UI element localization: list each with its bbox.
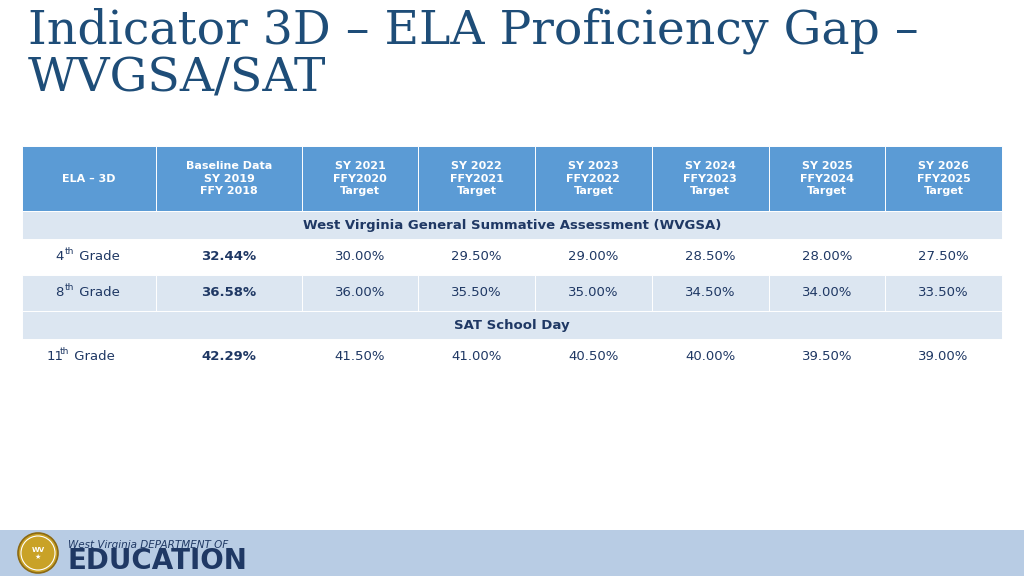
Text: WVGSA/SAT: WVGSA/SAT: [28, 56, 327, 101]
Bar: [22, 275, 157, 311]
Text: 35.00%: 35.00%: [568, 286, 618, 300]
Bar: [536, 275, 652, 311]
Text: 34.00%: 34.00%: [802, 286, 852, 300]
Text: West Virginia General Summative Assessment (WVGSA): West Virginia General Summative Assessme…: [303, 218, 721, 232]
Text: 36.58%: 36.58%: [202, 286, 257, 300]
Text: SAT School Day: SAT School Day: [455, 319, 569, 332]
Text: 39.50%: 39.50%: [802, 351, 852, 363]
Bar: [886, 339, 1002, 375]
Bar: [419, 275, 536, 311]
Text: SY 2025
FFY2024
Target: SY 2025 FFY2024 Target: [800, 161, 854, 196]
Text: th: th: [60, 347, 70, 357]
Text: 41.00%: 41.00%: [452, 351, 502, 363]
Text: SY 2026
FFY2025
Target: SY 2026 FFY2025 Target: [916, 161, 971, 196]
Text: EDUCATION: EDUCATION: [68, 547, 248, 575]
Bar: [157, 339, 302, 375]
Text: 34.50%: 34.50%: [685, 286, 735, 300]
Text: 36.00%: 36.00%: [335, 286, 385, 300]
Text: Grade: Grade: [75, 251, 120, 263]
Bar: [769, 275, 886, 311]
Text: th: th: [65, 283, 74, 293]
Bar: [22, 146, 157, 211]
Text: 8: 8: [55, 286, 63, 300]
Text: Indicator 3D – ELA Proficiency Gap –: Indicator 3D – ELA Proficiency Gap –: [28, 8, 919, 55]
Text: 27.50%: 27.50%: [919, 251, 969, 263]
Text: 41.50%: 41.50%: [335, 351, 385, 363]
Text: Grade: Grade: [71, 351, 115, 363]
Bar: [536, 339, 652, 375]
Text: 39.00%: 39.00%: [919, 351, 969, 363]
Text: 40.50%: 40.50%: [568, 351, 618, 363]
Text: 35.50%: 35.50%: [452, 286, 502, 300]
Bar: [536, 239, 652, 275]
Text: SY 2022
FFY2021
Target: SY 2022 FFY2021 Target: [450, 161, 504, 196]
Text: Grade: Grade: [75, 286, 120, 300]
Text: 11: 11: [46, 351, 63, 363]
Bar: [536, 146, 652, 211]
Text: ELA – 3D: ELA – 3D: [62, 173, 116, 184]
Bar: [769, 146, 886, 211]
Bar: [22, 339, 157, 375]
Bar: [157, 146, 302, 211]
Bar: [302, 239, 419, 275]
Bar: [157, 239, 302, 275]
Text: 40.00%: 40.00%: [685, 351, 735, 363]
Text: West Virginia DEPARTMENT OF: West Virginia DEPARTMENT OF: [68, 540, 228, 550]
Bar: [769, 339, 886, 375]
Text: th: th: [65, 248, 74, 256]
Text: 29.00%: 29.00%: [568, 251, 618, 263]
Bar: [22, 311, 1002, 339]
Bar: [419, 339, 536, 375]
Text: 28.50%: 28.50%: [685, 251, 735, 263]
Bar: [886, 239, 1002, 275]
Bar: [652, 239, 769, 275]
Bar: [886, 146, 1002, 211]
Circle shape: [18, 533, 58, 573]
Bar: [769, 239, 886, 275]
Bar: [652, 275, 769, 311]
Bar: [419, 146, 536, 211]
Text: 28.00%: 28.00%: [802, 251, 852, 263]
Text: WV: WV: [32, 547, 45, 553]
Text: 4: 4: [55, 251, 63, 263]
Bar: [886, 275, 1002, 311]
Text: SY 2023
FFY2022
Target: SY 2023 FFY2022 Target: [566, 161, 621, 196]
Bar: [302, 275, 419, 311]
Bar: [302, 146, 419, 211]
Bar: [652, 339, 769, 375]
Bar: [157, 275, 302, 311]
Bar: [22, 239, 157, 275]
Text: Baseline Data
SY 2019
FFY 2018: Baseline Data SY 2019 FFY 2018: [186, 161, 272, 196]
Bar: [652, 146, 769, 211]
Text: 30.00%: 30.00%: [335, 251, 385, 263]
Bar: [0, 530, 1024, 576]
Text: 32.44%: 32.44%: [202, 251, 257, 263]
Text: 29.50%: 29.50%: [452, 251, 502, 263]
Text: SY 2021
FFY2020
Target: SY 2021 FFY2020 Target: [333, 161, 387, 196]
Text: 42.29%: 42.29%: [202, 351, 256, 363]
Text: 33.50%: 33.50%: [919, 286, 969, 300]
Text: SY 2024
FFY2023
Target: SY 2024 FFY2023 Target: [683, 161, 737, 196]
Bar: [419, 239, 536, 275]
Bar: [302, 339, 419, 375]
Text: ★: ★: [35, 554, 41, 560]
Bar: [22, 211, 1002, 239]
